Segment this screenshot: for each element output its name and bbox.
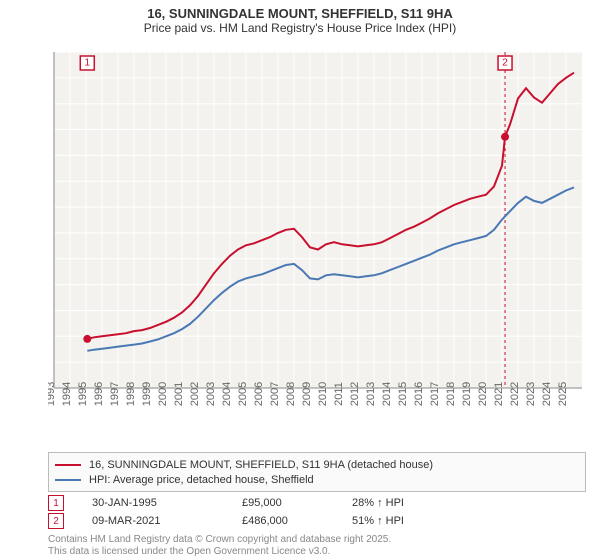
x-tick-label: 2008	[285, 382, 297, 406]
legend-swatch	[55, 464, 81, 466]
x-tick-label: 2000	[157, 382, 169, 406]
x-tick-label: 2015	[397, 382, 409, 406]
x-tick-label: 2011	[333, 382, 345, 406]
points-price: £486,000	[242, 515, 352, 527]
y-tick-label: £350K	[48, 202, 49, 214]
points-marker: 1	[48, 495, 64, 511]
points-hpi: 51% ↑ HPI	[352, 515, 462, 527]
legend-row: HPI: Average price, detached house, Shef…	[55, 472, 579, 487]
y-tick-label: £650K	[48, 47, 49, 59]
points-row: 1 30-JAN-1995£95,00028% ↑ HPI	[48, 494, 586, 512]
x-tick-label: 1995	[77, 382, 89, 406]
footer: Contains HM Land Registry data © Crown c…	[48, 534, 391, 558]
x-tick-label: 2005	[237, 382, 249, 406]
x-tick-label: 2014	[381, 382, 393, 406]
x-tick-label: 2017	[429, 382, 441, 406]
x-tick-label: 2004	[221, 382, 233, 406]
x-tick-label: 2020	[477, 382, 489, 406]
x-tick-label: 2006	[253, 382, 265, 406]
x-tick-label: 1997	[109, 382, 121, 406]
x-tick-label: 1999	[141, 382, 153, 406]
points-marker: 2	[48, 513, 64, 529]
y-tick-label: £300K	[48, 228, 49, 240]
legend-label: 16, SUNNINGDALE MOUNT, SHEFFIELD, S11 9H…	[89, 459, 433, 471]
legend-label: HPI: Average price, detached house, Shef…	[89, 474, 314, 486]
points-date: 30-JAN-1995	[92, 497, 242, 509]
x-tick-label: 2001	[173, 382, 185, 406]
y-tick-label: £200K	[48, 280, 49, 292]
chart-svg: £0£50K£100K£150K£200K£250K£300K£350K£400…	[48, 46, 588, 416]
x-tick-label: 2010	[317, 382, 329, 406]
legend-swatch	[55, 479, 81, 481]
x-tick-label: 2022	[509, 382, 521, 406]
x-tick-label: 2013	[365, 382, 377, 406]
legend-row: 16, SUNNINGDALE MOUNT, SHEFFIELD, S11 9H…	[55, 457, 579, 472]
x-tick-label: 2009	[301, 382, 313, 406]
points-hpi: 28% ↑ HPI	[352, 497, 462, 509]
legend: 16, SUNNINGDALE MOUNT, SHEFFIELD, S11 9H…	[48, 452, 586, 492]
x-tick-label: 2007	[269, 382, 281, 406]
y-tick-label: £600K	[48, 73, 49, 85]
title-subtitle: Price paid vs. HM Land Registry's House …	[0, 21, 600, 35]
x-tick-label: 2016	[413, 382, 425, 406]
footer-line2: This data is licensed under the Open Gov…	[48, 546, 391, 558]
y-tick-label: £400K	[48, 176, 49, 188]
title-address: 16, SUNNINGDALE MOUNT, SHEFFIELD, S11 9H…	[0, 6, 600, 21]
marker-dot	[83, 335, 91, 343]
marker-box-label: 2	[502, 58, 508, 69]
x-tick-label: 1993	[48, 382, 57, 406]
x-tick-label: 2023	[525, 382, 537, 406]
x-tick-label: 2012	[349, 382, 361, 406]
x-tick-label: 2019	[461, 382, 473, 406]
points-row: 2 09-MAR-2021£486,00051% ↑ HPI	[48, 512, 586, 530]
x-tick-label: 2021	[493, 382, 505, 406]
chart-container: 16, SUNNINGDALE MOUNT, SHEFFIELD, S11 9H…	[0, 0, 600, 560]
points-table: 1 30-JAN-1995£95,00028% ↑ HPI 2 09-MAR-2021…	[48, 494, 586, 530]
points-date: 09-MAR-2021	[92, 515, 242, 527]
y-tick-label: £500K	[48, 125, 49, 137]
marker-box-label: 1	[84, 58, 90, 69]
x-tick-label: 1994	[61, 382, 73, 406]
y-tick-label: £100K	[48, 331, 49, 343]
points-price: £95,000	[242, 497, 352, 509]
x-tick-label: 2003	[205, 382, 217, 406]
y-tick-label: £50K	[48, 357, 49, 369]
y-tick-label: £450K	[48, 150, 49, 162]
title-block: 16, SUNNINGDALE MOUNT, SHEFFIELD, S11 9H…	[0, 0, 600, 35]
y-tick-label: £550K	[48, 99, 49, 111]
x-tick-label: 1996	[93, 382, 105, 406]
x-tick-label: 2018	[445, 382, 457, 406]
x-tick-label: 2024	[541, 382, 553, 406]
y-tick-label: £150K	[48, 305, 49, 317]
marker-dot	[501, 133, 509, 141]
x-tick-label: 1998	[125, 382, 137, 406]
footer-line1: Contains HM Land Registry data © Crown c…	[48, 534, 391, 546]
x-tick-label: 2025	[557, 382, 569, 406]
x-tick-label: 2002	[189, 382, 201, 406]
y-tick-label: £250K	[48, 254, 49, 266]
